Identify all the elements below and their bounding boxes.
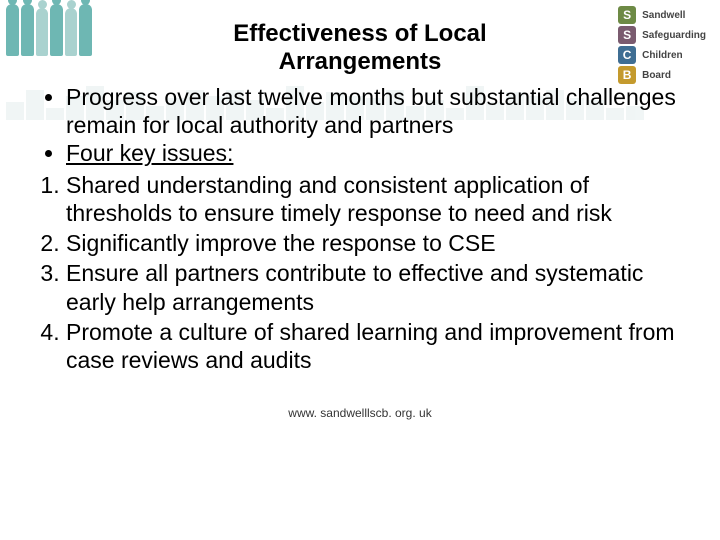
slide-title: Effectiveness of Local Arrangements <box>30 20 690 75</box>
numbered-item: Significantly improve the response to CS… <box>66 229 690 257</box>
footer-url: www. sandwelllscb. org. uk <box>30 406 690 420</box>
silhouette-person <box>6 4 19 56</box>
numbered-list: Shared understanding and consistent appl… <box>30 171 690 373</box>
bullet-list: Progress over last twelve months but sub… <box>30 83 690 167</box>
logo-label-sandwell: Sandwell <box>642 10 685 21</box>
bullet-item-issues: Four key issues: <box>66 139 690 167</box>
numbered-item: Ensure all partners contribute to effect… <box>66 259 690 315</box>
numbered-item: Promote a culture of shared learning and… <box>66 318 690 374</box>
bullet-item: Progress over last twelve months but sub… <box>66 83 690 139</box>
slide-content: Effectiveness of Local Arrangements Prog… <box>30 20 690 510</box>
issues-label: Four key issues: <box>66 140 233 166</box>
numbered-item: Shared understanding and consistent appl… <box>66 171 690 227</box>
